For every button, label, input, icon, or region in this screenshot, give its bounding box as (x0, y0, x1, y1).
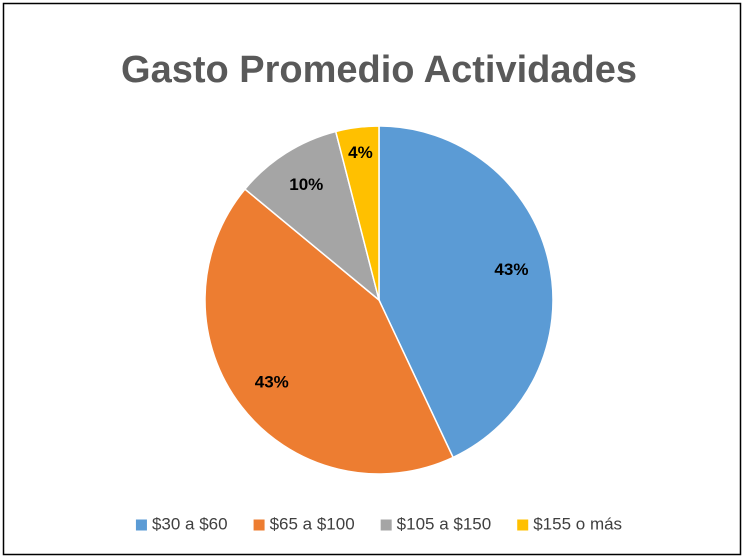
legend-label: $105 a $150 (397, 514, 492, 533)
pie-slice (378, 125, 554, 459)
data-label: 43% (255, 373, 289, 392)
legend-label: $30 a $60 (152, 514, 228, 533)
chart-title: Gasto Promedio Actividades (121, 49, 637, 91)
pie-slice (204, 188, 455, 475)
pie-slice (243, 130, 381, 303)
legend-swatch (380, 519, 392, 531)
legend-swatch (253, 519, 265, 531)
data-label: 4% (348, 143, 373, 162)
legend-label: $65 a $100 (270, 514, 355, 533)
legend-label: $155 o más (533, 514, 622, 533)
legend-swatch (517, 519, 529, 531)
pie-slice (334, 125, 380, 301)
data-label: 43% (494, 260, 528, 279)
data-label: 10% (289, 175, 323, 194)
legend-swatch (135, 519, 147, 531)
